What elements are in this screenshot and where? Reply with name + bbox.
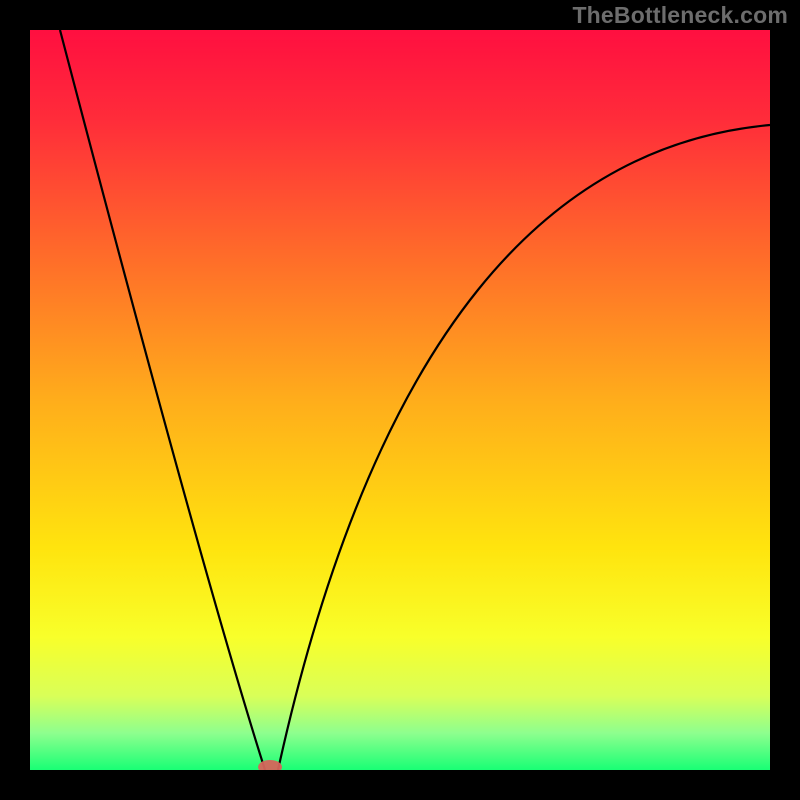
chart-curve-layer bbox=[30, 30, 770, 770]
plot-area bbox=[30, 30, 770, 770]
curve-left-branch bbox=[60, 30, 265, 770]
chart-outer: TheBottleneck.com bbox=[0, 0, 800, 800]
curve-right-branch bbox=[278, 125, 770, 770]
watermark-text: TheBottleneck.com bbox=[572, 2, 788, 29]
